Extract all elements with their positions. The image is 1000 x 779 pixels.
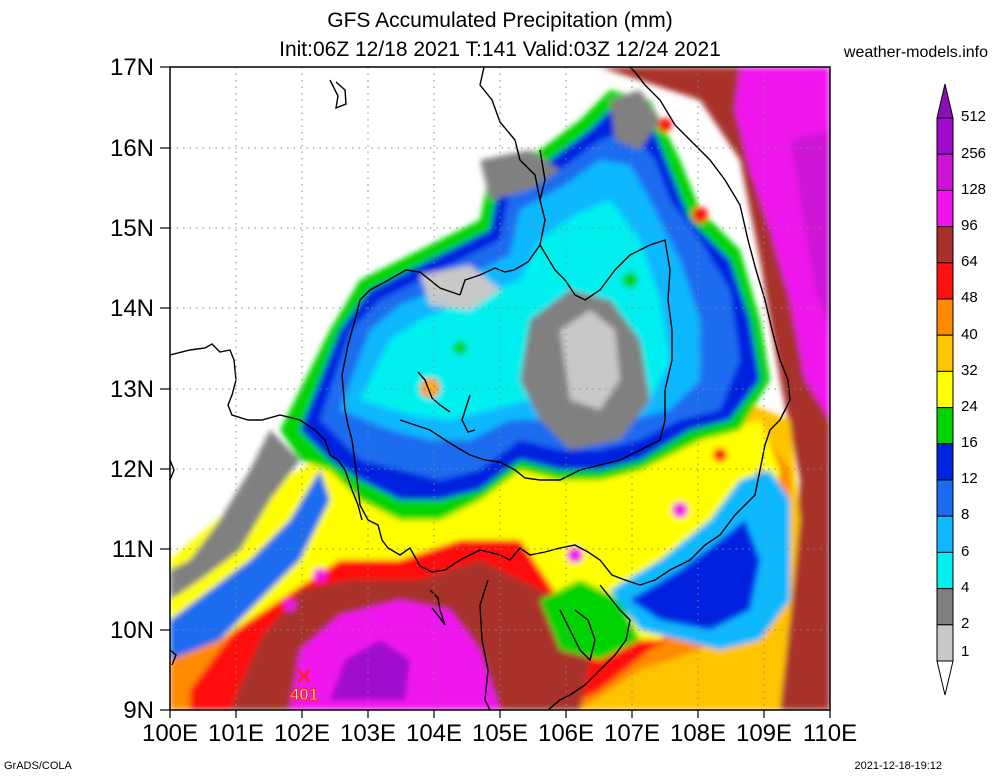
lon-label-106e: 106E [537,720,595,747]
max-value-label: 401 [290,685,318,704]
lon-label-109e: 109E [735,720,793,747]
lon-label-104e: 104E [405,720,463,747]
colorbar-label: 24 [961,398,978,415]
chart-title: GFS Accumulated Precipitation (mm) [327,9,673,32]
colorbar-swatch [936,588,954,626]
colorbar-label: 2 [961,615,970,632]
lon-label-102e: 102E [273,720,331,747]
lat-label-13n: 13N [109,376,154,403]
colorbar-label: 32 [961,362,978,379]
colorbar-label: 96 [961,217,978,234]
lat-label-16n: 16N [109,135,154,162]
lat-label-17n: 17N [109,54,154,81]
colorbar-label: 6 [961,543,970,560]
max-marker: 401 [289,669,319,705]
colorbar-label: 48 [961,289,978,306]
coastline [170,67,791,710]
colorbar-label: 16 [961,434,978,451]
lon-label-110e: 110E [802,720,858,747]
colorbar-label: 8 [961,506,970,523]
colorbar-label: 256 [961,145,987,162]
colorbar-swatch [936,479,954,517]
chart-subtitle: Init:06Z 12/18 2021 T:141 Valid:03Z 12/2… [279,38,721,61]
footer-credit: GrADS/COLA [4,760,72,772]
colorbar-swatch [936,226,954,264]
lat-label-12n: 12N [109,456,154,483]
colorbar-swatch [936,370,954,409]
x-mark-icon [297,669,311,683]
site-credit: weather-models.info [843,44,988,61]
colorbar-label: 512 [961,108,987,125]
colorbar-label: 12 [961,470,978,487]
precipitation-field [170,67,830,710]
lon-label-103e: 103E [339,720,397,747]
colorbar-swatch [936,443,954,481]
lat-label-15n: 15N [109,215,154,242]
colorbar-label: 1 [961,643,970,660]
colorbar [936,83,954,696]
colorbar-swatch [936,407,954,445]
colorbar-swatch [936,551,954,590]
colorbar-swatch [936,515,954,553]
colorbar-bottom-arrow [936,660,954,696]
tick-marks [160,66,831,718]
colorbar-swatch [936,298,954,336]
lat-label-10n: 10N [109,617,154,644]
lat-label-9n: 9N [123,697,154,724]
colorbar-swatch [936,624,954,662]
colorbar-label: 40 [961,326,978,343]
lon-label-107e: 107E [603,720,661,747]
lat-label-14n: 14N [109,295,154,322]
lon-label-105e: 105E [471,720,529,747]
colorbar-swatch [936,189,954,228]
footer-timestamp: 2021-12-18-19:12 [854,760,942,772]
colorbar-swatch [936,153,954,191]
lon-label-101e: 101E [207,720,265,747]
lon-label-108e: 108E [669,720,727,747]
colorbar-label: 64 [961,253,978,270]
lon-label-100e: 100E [141,720,199,747]
colorbar-swatch [936,117,954,155]
colorbar-top-arrow [936,83,954,119]
colorbar-swatch [936,262,954,300]
lat-label-11n: 11N [111,536,154,563]
colorbar-label: 128 [961,181,987,198]
colorbar-label: 4 [961,579,970,596]
colorbar-swatch [936,334,954,372]
